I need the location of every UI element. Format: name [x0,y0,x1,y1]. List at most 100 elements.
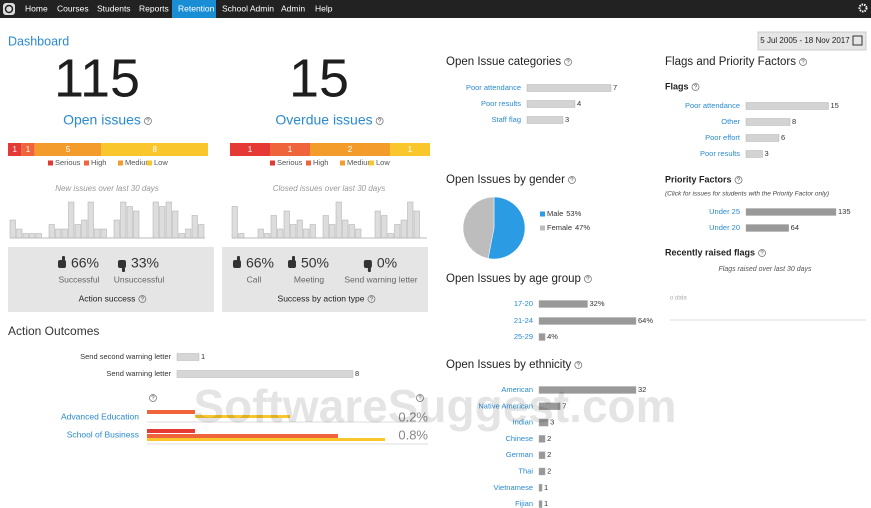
bar[interactable] [538,435,546,443]
help-icon[interactable] [691,83,700,91]
help-icon[interactable] [734,176,743,184]
bar[interactable] [538,386,637,394]
issue-label[interactable]: Open issues [63,112,141,128]
trend-title: Closed issues over last 30 days [273,184,386,193]
severity-count: 1 [288,145,293,154]
bar[interactable] [538,418,549,427]
bar[interactable] [538,484,543,492]
bar[interactable] [176,370,354,378]
bar[interactable] [745,134,780,142]
help-icon[interactable] [568,176,576,184]
help-icon-mark [576,362,580,368]
bar[interactable] [176,353,200,361]
help-icon[interactable] [149,394,157,402]
nav-item[interactable]: Courses [57,3,89,13]
help-icon[interactable] [144,117,152,125]
bar-label[interactable]: Poor attendance [685,101,740,110]
bar-label[interactable]: Other [721,117,740,126]
bar[interactable] [538,300,588,308]
bar-label[interactable]: Indian [513,418,533,427]
bar-label[interactable]: Poor results [700,149,740,158]
bar-label[interactable]: Poor effort [705,133,741,142]
severity-segment[interactable] [8,143,22,156]
trend-bar [55,228,62,239]
bar[interactable] [526,84,612,92]
stat-value: 50% [301,255,329,271]
trend-bar [381,215,388,239]
severity-segment[interactable] [310,143,390,156]
bar[interactable] [538,317,637,325]
severity-segment[interactable] [101,143,208,156]
bar[interactable] [745,118,791,126]
nav-item[interactable]: Students [97,3,131,13]
decor-bar [147,438,385,441]
stat-name: Send warning letter [344,274,417,284]
bar-label[interactable]: Native American [478,401,533,410]
severity-segment[interactable] [21,143,35,156]
bar-value: 4% [547,332,558,341]
severity-segment[interactable] [390,143,430,156]
bar-label[interactable]: Poor results [481,99,521,108]
help-icon[interactable] [375,117,384,125]
help-icon[interactable] [758,249,766,257]
bar-label[interactable]: Poor attendance [466,83,521,92]
help-icon[interactable] [799,58,807,66]
bar-label[interactable]: German [506,450,533,459]
bar[interactable] [538,333,546,341]
nav-item[interactable]: School Admin [222,3,274,13]
nav-item[interactable]: Reports [139,3,169,13]
trend-bar [159,206,166,239]
nav-item[interactable]: Help [315,3,333,13]
date-box[interactable] [757,31,867,51]
issue-label[interactable]: Overdue issues [275,112,372,128]
help-icon[interactable] [564,58,572,66]
bar[interactable] [745,102,829,110]
nav-item[interactable]: Home [25,3,48,13]
bar[interactable] [538,500,543,508]
settings-icon[interactable] [858,3,868,13]
bar-label[interactable]: Staff flag [492,115,521,124]
help-icon[interactable] [416,394,424,402]
bar[interactable] [538,451,546,459]
bar[interactable] [526,100,576,108]
decor-bar [147,434,338,438]
bar-label[interactable]: American [501,385,533,394]
pie-slice[interactable] [462,196,495,259]
trend-bar [329,224,336,239]
bar-label[interactable]: Under 25 [709,207,740,216]
bar[interactable] [745,224,789,232]
pie-slice[interactable] [487,196,526,260]
bar[interactable] [538,467,546,476]
nav-item[interactable]: Retention [178,3,215,13]
stat-name: Meeting [294,274,325,284]
bar-label[interactable]: 21-24 [514,316,533,325]
issue-count: 115 [54,48,140,108]
bar[interactable] [745,150,763,158]
trend-bar [355,228,362,239]
date-range[interactable]: 5 Jul 2005 - 18 Nov 2017 [760,36,850,45]
bar-label[interactable]: 17-20 [514,299,533,308]
bar-label[interactable]: Under 20 [709,223,740,232]
outcome-name[interactable]: Advanced Education [61,411,139,421]
help-icon[interactable] [138,295,147,303]
bar-label[interactable]: 25-29 [514,332,533,341]
severity-segment[interactable] [230,143,270,156]
trend-bar [303,228,310,239]
bar-label[interactable]: Thai [518,466,533,475]
severity-segment[interactable] [34,143,102,156]
bar[interactable] [526,116,564,124]
help-icon[interactable] [584,275,592,283]
nav-item[interactable]: Admin [281,3,305,13]
help-icon-mark [570,177,574,183]
legend-swatch [306,160,311,166]
severity-segment[interactable] [270,143,310,156]
help-icon[interactable] [367,295,376,303]
bar-label[interactable]: Vietnamese [494,483,533,492]
outcome-name[interactable]: School of Business [67,429,139,439]
bar-label[interactable]: Chinese [505,434,533,443]
bar[interactable] [538,402,561,410]
legend-swatch [147,160,152,166]
bar[interactable] [745,208,837,216]
help-icon[interactable] [574,361,583,369]
bar-label[interactable]: Fijian [515,499,533,508]
